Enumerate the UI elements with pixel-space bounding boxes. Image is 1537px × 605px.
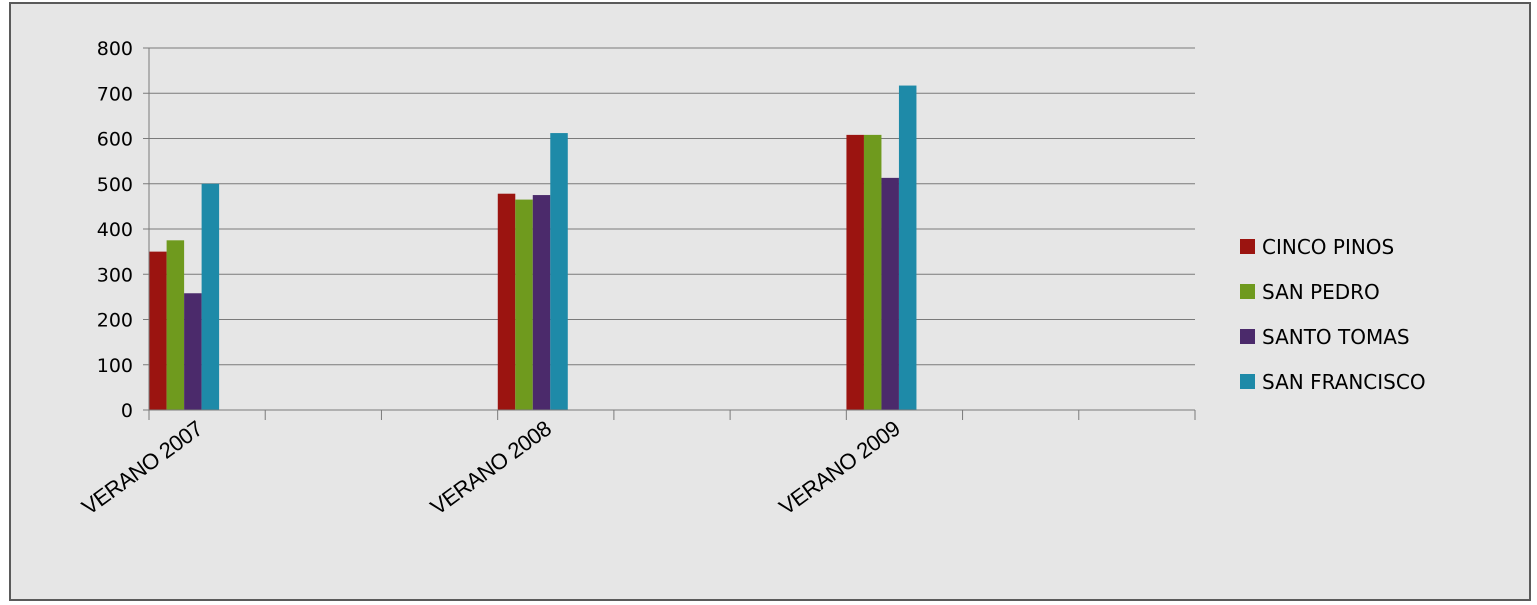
bar: [166, 240, 185, 410]
bar: [149, 251, 167, 410]
axes: [148, 48, 1196, 420]
bar: [550, 133, 568, 410]
bar: [863, 134, 882, 410]
y-tick-label: 700: [97, 83, 133, 105]
legend-swatch: [1240, 284, 1255, 299]
legend-label: SAN PEDRO: [1262, 280, 1380, 304]
y-tick-label: 0: [121, 400, 133, 422]
bar: [497, 193, 516, 410]
legend-swatch: [1240, 374, 1255, 389]
y-tick-label: 600: [97, 129, 133, 151]
bar: [201, 183, 220, 410]
bars: [149, 85, 917, 411]
gridlines: [149, 47, 1195, 366]
legend-swatch: [1240, 239, 1255, 254]
chart-area: 0 100 200 300 400 500 600 700 800 VERANO 2007 VER…: [9, 2, 1531, 601]
legend-swatch: [1240, 329, 1255, 344]
y-tick-label: 500: [97, 174, 133, 196]
legend-label: SAN FRANCISCO: [1262, 370, 1426, 394]
y-axis-ticks: 0 100 200 300 400 500 600 700 800: [97, 38, 149, 422]
legend: CINCO PINOS SAN PEDRO SANTO TOMAS SAN FRANC…: [1240, 235, 1426, 394]
bar: [184, 293, 202, 410]
y-tick-label: 300: [97, 264, 133, 286]
legend-label: CINCO PINOS: [1262, 235, 1394, 259]
x-category-label: VERANO 2007: [77, 416, 207, 520]
legend-label: SANTO TOMAS: [1262, 325, 1410, 349]
x-axis-labels: VERANO 2007 VERANO 2008 VERANO 2009: [77, 416, 904, 520]
y-tick-label: 100: [97, 355, 133, 377]
bar: [898, 85, 917, 411]
y-tick-label: 800: [97, 38, 133, 60]
y-tick-label: 200: [97, 310, 133, 332]
bar: [881, 177, 899, 410]
bar: [846, 134, 864, 410]
x-category-label: VERANO 2008: [426, 416, 556, 520]
x-category-label: VERANO 2009: [774, 416, 904, 520]
bar: [532, 195, 551, 410]
y-tick-label: 400: [97, 219, 133, 241]
bar: [515, 199, 533, 410]
